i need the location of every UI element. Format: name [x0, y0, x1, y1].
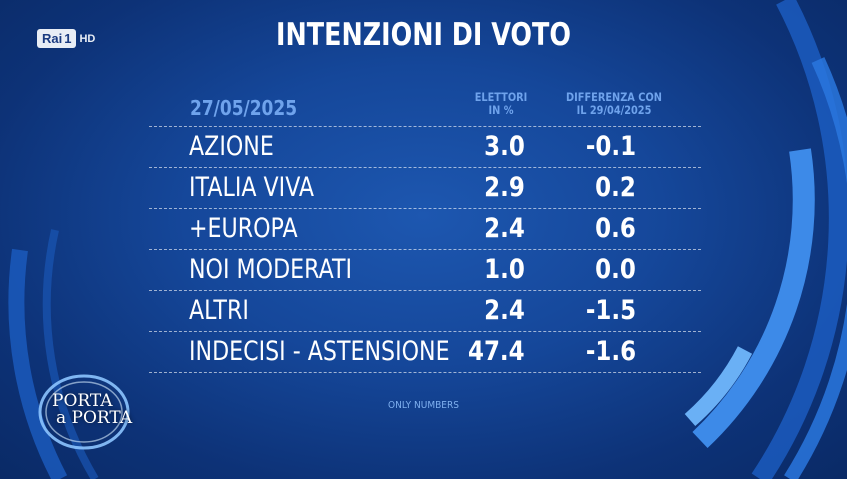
vote-percent: 47.4 [468, 336, 525, 367]
column-header-differenza-line2: IL 29/04/2025 [576, 103, 652, 117]
channel-quality: HD [79, 32, 96, 45]
party-label: ITALIA VIVA [189, 172, 315, 203]
vote-percent: 2.9 [484, 172, 525, 203]
show-logo-line2: a PORTA [56, 408, 133, 428]
column-header-elettori: ELETTORI IN % [468, 91, 534, 117]
table-row: NOI MODERATI 1.0 0.0 [149, 249, 701, 290]
column-header-differenza-line1: DIFFERENZA CON [566, 90, 662, 104]
vote-diff: -1.6 [585, 336, 636, 367]
chart-title: INTENZIONI DI VOTO [276, 17, 571, 53]
poll-date: 27/05/2025 [190, 96, 298, 120]
show-logo-line1: PORTA [52, 391, 113, 411]
party-label: INDECISI - ASTENSIONE [189, 336, 450, 367]
show-logo-text: PORTA a PORTA [52, 393, 132, 427]
column-header-differenza: DIFFERENZA CON IL 29/04/2025 [561, 91, 666, 117]
party-label: ALTRI [189, 295, 249, 326]
source-footnote: ONLY NUMBERS [388, 400, 459, 411]
table-row: AZIONE 3.0 -0.1 [149, 126, 701, 167]
rai-badge: Rai 1 [37, 29, 77, 48]
poll-table: AZIONE 3.0 -0.1 ITALIA VIVA 2.9 0.2 +EUR… [149, 126, 701, 373]
party-label: NOI MODERATI [189, 254, 353, 285]
channel-number: 1 [64, 31, 72, 46]
party-label: +EUROPA [189, 213, 298, 244]
vote-diff: -1.5 [585, 295, 636, 326]
vote-diff: 0.6 [595, 213, 636, 244]
channel-name: Rai [42, 31, 63, 46]
show-logo-ring [38, 374, 130, 450]
vote-diff: 0.0 [595, 254, 636, 285]
channel-logo: Rai 1 HD [37, 29, 95, 48]
vote-percent: 2.4 [484, 295, 525, 326]
column-header-elettori-line1: ELETTORI [474, 90, 528, 104]
table-row: ITALIA VIVA 2.9 0.2 [149, 167, 701, 208]
table-row: ALTRI 2.4 -1.5 [149, 290, 701, 331]
vote-diff: 0.2 [595, 172, 636, 203]
vote-percent: 3.0 [484, 131, 525, 162]
vote-percent: 1.0 [484, 254, 525, 285]
table-row: +EUROPA 2.4 0.6 [149, 208, 701, 249]
table-row: INDECISI - ASTENSIONE 47.4 -1.6 [149, 331, 701, 373]
vote-percent: 2.4 [484, 213, 525, 244]
vote-diff: -0.1 [585, 131, 636, 162]
column-header-elettori-line2: IN % [488, 103, 514, 117]
party-label: AZIONE [189, 131, 274, 162]
